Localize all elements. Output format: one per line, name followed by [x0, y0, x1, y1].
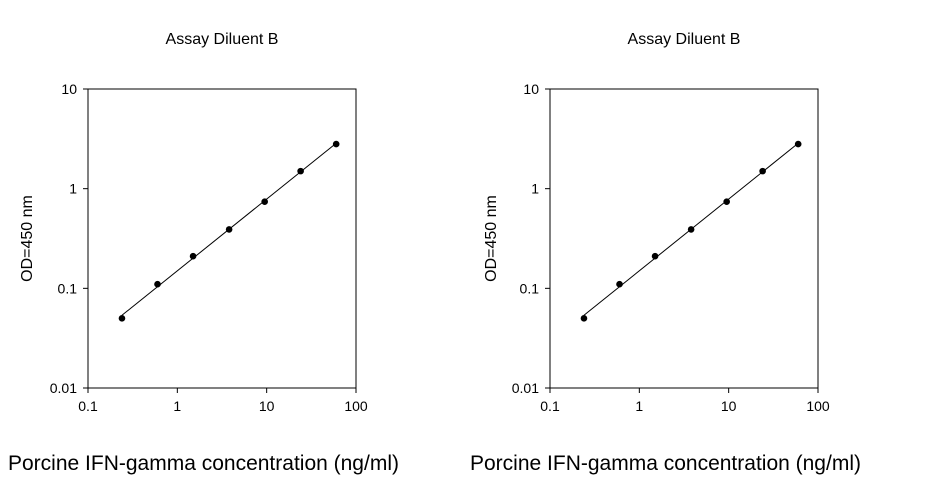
x-tick-label: 100: [806, 398, 830, 414]
x-tick-label: 0.1: [78, 398, 98, 414]
data-point: [794, 140, 802, 148]
x-tick-label: 0.1: [540, 398, 560, 414]
y-tick-label: 10: [523, 81, 539, 97]
x-tick-label: 1: [635, 398, 643, 414]
y-tick-label: 0.01: [512, 380, 539, 396]
x-tick-label: 10: [721, 398, 737, 414]
data-point: [297, 167, 304, 175]
y-tick-label: 0.01: [50, 380, 77, 396]
data-point: [687, 226, 695, 233]
x-tick-label: 1: [173, 398, 181, 414]
plot-area-frame: [549, 88, 819, 389]
data-point: [225, 226, 233, 233]
y-tick-label: 0.1: [58, 280, 78, 296]
data-point: [616, 280, 623, 288]
y-tick-label: 10: [61, 81, 77, 97]
data-point: [759, 167, 766, 175]
data-point: [332, 140, 340, 148]
x-axis-label: Porcine IFN-gamma concentration (ng/ml): [8, 452, 399, 475]
data-point: [261, 198, 268, 205]
x-axis-label: Porcine IFN-gamma concentration (ng/ml): [470, 452, 861, 475]
y-axis-label: OD=450 nm: [19, 195, 36, 282]
data-point: [154, 280, 161, 288]
x-tick-label: 10: [259, 398, 275, 414]
y-tick-label: 0.1: [520, 280, 540, 296]
plot-area-frame: [87, 88, 357, 389]
data-point: [189, 252, 197, 260]
y-axis-label: OD=450 nm: [483, 195, 500, 282]
y-tick-label: 1: [69, 181, 77, 197]
y-tick-label: 1: [531, 181, 539, 197]
data-point: [651, 252, 659, 260]
x-tick-label: 100: [344, 398, 368, 414]
chart-title: Assay Diluent B: [166, 31, 279, 48]
data-point: [723, 198, 730, 205]
chart-title: Assay Diluent B: [628, 31, 741, 48]
data-point: [580, 315, 588, 322]
data-point: [118, 315, 126, 322]
